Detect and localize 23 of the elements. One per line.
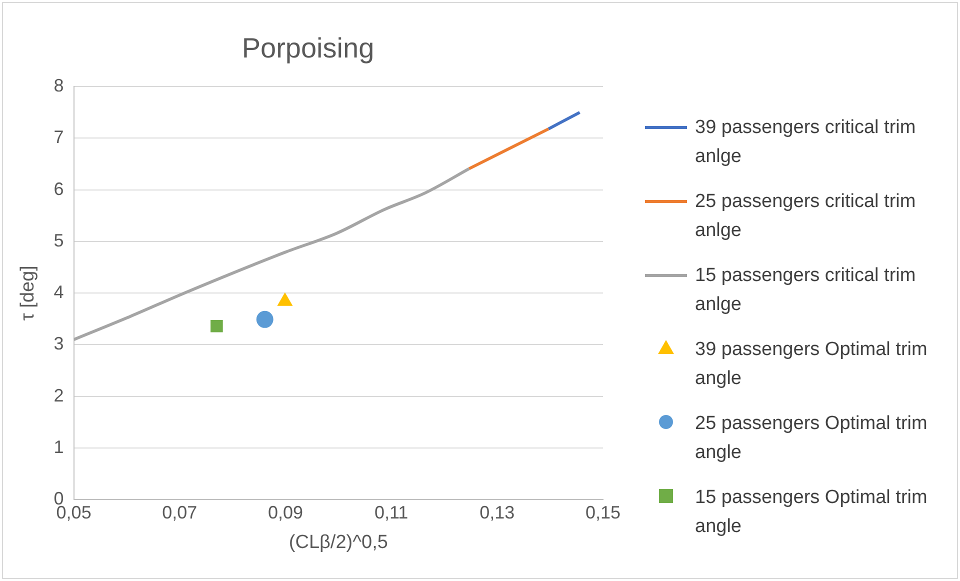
legend-label: 15 passengers Optimal trim angle: [695, 486, 928, 539]
line-series: [74, 167, 471, 342]
y-tick-label: 1: [54, 436, 64, 457]
x-axis-title: (CLβ/2)^0,5: [288, 532, 388, 553]
y-tick-label: 4: [54, 282, 64, 302]
x-tick-label: 0,13: [480, 502, 515, 522]
chart-title: Porpoising: [242, 32, 374, 64]
x-tick-label: 0,07: [162, 502, 198, 522]
y-tick-label: 7: [54, 127, 64, 148]
x-tick-label: 0,11: [374, 502, 408, 522]
legend-label: 25 passengers Optimal trim angle: [695, 412, 928, 465]
y-tick-label: 6: [54, 178, 64, 199]
x-tick-label: 0,09: [268, 502, 304, 522]
x-tick-label: 0,15: [585, 502, 621, 522]
y-tick-label: 3: [54, 334, 64, 354]
legend-label: 39 passengers Optimal trim angle: [695, 338, 928, 391]
y-tick-label: 5: [54, 230, 64, 250]
legend-label: 25 passengers critical trim anlge: [695, 190, 917, 243]
legend-label: 39 passengers critical trim anlge: [695, 116, 917, 169]
legend-label: 15 passengers critical trim anlge: [695, 264, 917, 317]
y-axis-title: τ [deg]: [18, 266, 39, 321]
y-tick-label: 2: [54, 385, 64, 406]
y-tick-label: 8: [54, 76, 64, 96]
